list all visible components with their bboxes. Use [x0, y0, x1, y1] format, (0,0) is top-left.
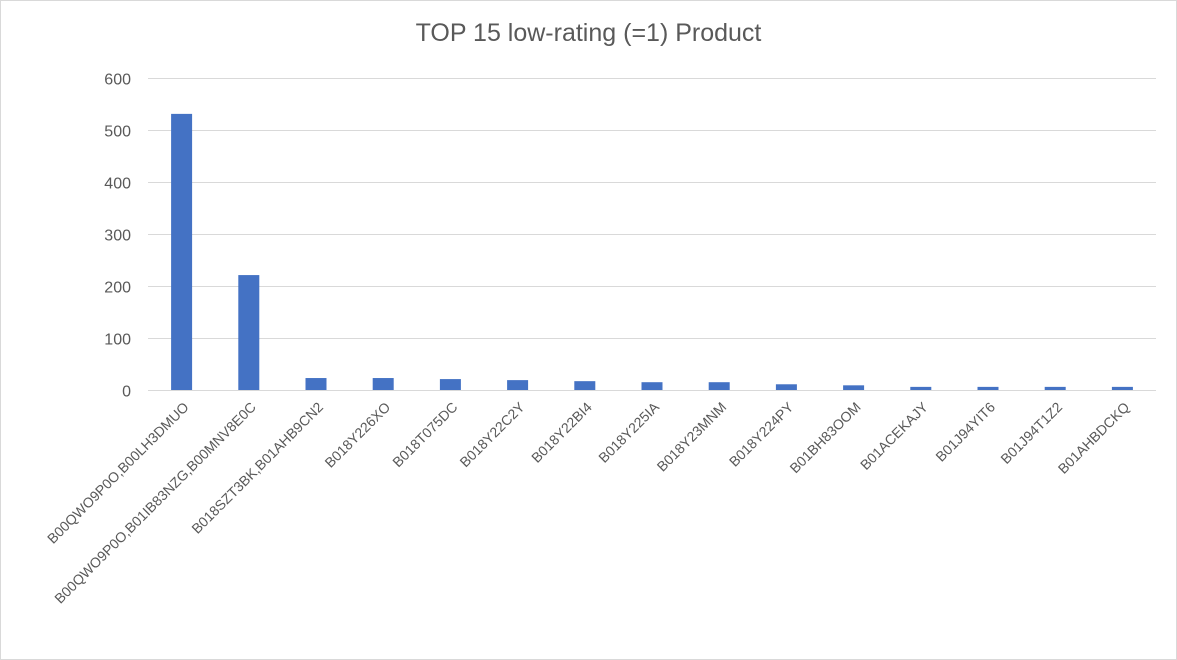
bar — [574, 381, 596, 390]
x-tick-label: B018Y225IA — [595, 398, 662, 465]
x-tick-label: B018T075DC — [389, 399, 460, 470]
x-tick-label: B018Y226XO — [321, 399, 393, 471]
x-tick-label: B018Y22C2Y — [456, 398, 528, 470]
bar — [1111, 386, 1133, 390]
x-tick-label: B00QWO9P0O,B00LH3DMUO — [44, 399, 192, 547]
x-tick-label: B01J94T1Z2 — [997, 399, 1065, 467]
x-tick-label: B018Y22BI4 — [528, 399, 595, 466]
y-tick-label: 200 — [104, 280, 131, 297]
bar — [439, 379, 461, 390]
bar — [641, 382, 663, 390]
chart-title: TOP 15 low-rating (=1) Product — [415, 19, 762, 47]
bar — [1044, 386, 1066, 390]
bar — [171, 113, 193, 390]
y-tick-label: 600 — [104, 72, 131, 89]
bar — [238, 275, 260, 390]
y-tick-label: 300 — [104, 228, 131, 245]
y-tick-label: 0 — [122, 384, 131, 401]
y-tick-label: 100 — [104, 332, 131, 349]
x-tick-label: B01J94YIT6 — [932, 399, 998, 465]
x-tick-label: B018Y224PY — [726, 398, 797, 469]
bar — [910, 386, 932, 390]
x-tick-label: B018Y23MNM — [654, 399, 730, 475]
bars — [171, 113, 1133, 390]
y-tick-label: 500 — [104, 124, 131, 141]
x-tick-label: B01BH83OOM — [786, 399, 863, 476]
y-tick-label: 400 — [104, 176, 131, 193]
x-tick-label: B01ACEKAJY — [857, 398, 932, 473]
x-tick-label: B018SZT3BK,B01AHB9CN2 — [188, 399, 326, 537]
bar — [507, 380, 529, 390]
bar — [977, 386, 999, 390]
bar — [775, 384, 797, 390]
bar — [372, 378, 394, 390]
bar — [843, 385, 865, 390]
x-tick-label: B01AHBDCKQ — [1055, 399, 1133, 477]
gridlines — [148, 78, 1156, 391]
bar — [708, 382, 730, 390]
bar — [305, 378, 327, 390]
y-axis-ticks: 0 100 200 300 400 500 600 — [104, 72, 131, 401]
x-axis-labels: B00QWO9P0O,B00LH3DMUOB00QWO9P0O,B01IB83N… — [44, 398, 1133, 606]
